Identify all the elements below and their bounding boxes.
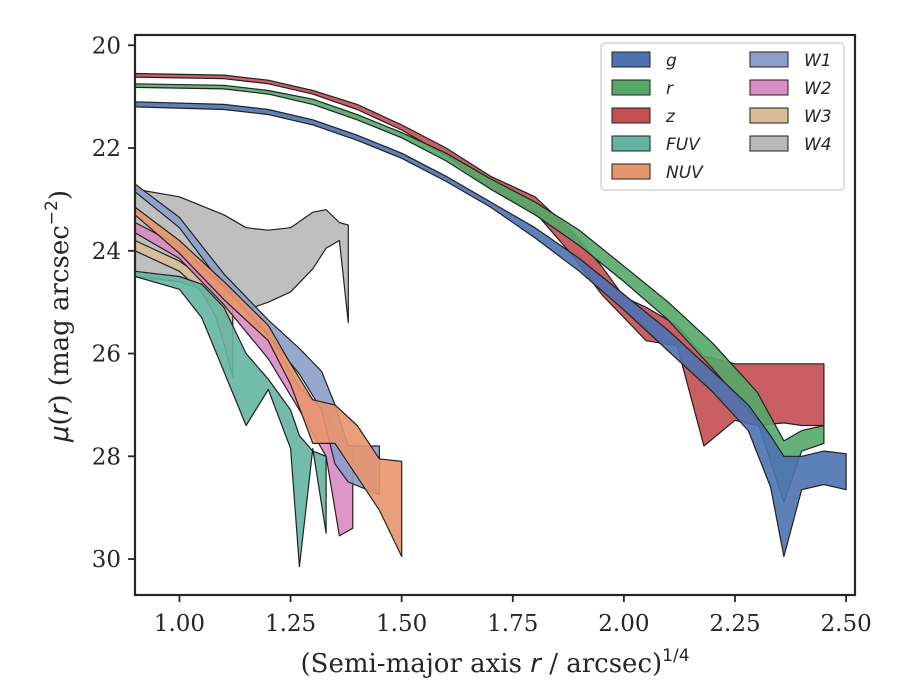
band-r [135, 83, 825, 504]
y-axis-title-close: ) [45, 394, 75, 404]
y-tick-label: 20 [92, 33, 121, 59]
legend: grz FUV NUV W1 W2 W3 W4 [600, 42, 845, 191]
legend-label-fuv: FUV [666, 135, 701, 155]
x-axis-title-sup: 1/4 [662, 646, 689, 666]
y-tick-label: 22 [92, 136, 121, 162]
x-tick-label: 2.50 [821, 611, 872, 637]
legend-swatch-w2 [749, 79, 789, 96]
legend-label-z: z [665, 107, 676, 127]
x-axis-title-after: / arcsec) [541, 649, 662, 679]
legend-swatch-z [611, 107, 651, 124]
legend-swatch-g [611, 51, 651, 68]
y-axis-title-mu: μ [45, 425, 75, 443]
legend-swatch-nuv [611, 163, 651, 180]
x-axis-ticks: 1.00 1.25 1.50 1.75 2.00 2.25 2.50 [154, 595, 872, 637]
series-areas [135, 72, 847, 568]
y-axis-title-end: ) [45, 190, 75, 200]
y-axis-title-sup: −2 [42, 200, 62, 225]
legend-swatch-w3 [749, 107, 789, 124]
band-g [135, 101, 847, 558]
y-axis-title-units: (mag arcsec [45, 225, 75, 394]
legend-label-w3: W3 [804, 107, 832, 127]
legend-items: grz FUV NUV W1 W2 W3 W4 [611, 51, 832, 183]
legend-label-nuv: NUV [666, 163, 704, 183]
x-axis-title-before: (Semi-major axis [300, 649, 530, 679]
legend-swatch-w1 [749, 51, 789, 68]
band-nuv [135, 206, 403, 558]
y-axis-title: μ(r) (mag arcsec−2) [42, 190, 75, 443]
x-tick-label: 1.00 [154, 611, 205, 637]
y-axis-title-open: ( [45, 415, 75, 425]
x-tick-label: 1.75 [487, 611, 538, 637]
legend-swatch-fuv [611, 135, 651, 152]
x-tick-label: 2.00 [598, 611, 649, 637]
legend-swatch-w4 [749, 135, 789, 152]
y-axis-ticks: 20 22 24 26 28 30 [92, 33, 135, 573]
legend-swatch-r [611, 79, 651, 96]
x-tick-label: 1.50 [376, 611, 427, 637]
x-axis-title-var: r [530, 649, 543, 679]
legend-label-w2: W2 [804, 79, 832, 99]
x-tick-label: 2.25 [709, 611, 760, 637]
legend-label-g: g [666, 51, 677, 71]
y-axis-title-var: r [45, 402, 75, 415]
legend-label-w1: W1 [804, 51, 832, 71]
y-tick-label: 26 [92, 342, 121, 368]
y-tick-label: 30 [92, 547, 121, 573]
band-fuv [135, 270, 327, 568]
legend-label-r: r [666, 79, 674, 99]
x-axis-title: (Semi-major axis r / arcsec)1/4 [300, 646, 689, 679]
plot-frame [133, 33, 857, 597]
y-tick-label: 24 [92, 239, 121, 265]
x-tick-label: 1.25 [265, 611, 316, 637]
legend-label-w4: W4 [804, 135, 832, 155]
y-tick-label: 28 [92, 444, 121, 470]
